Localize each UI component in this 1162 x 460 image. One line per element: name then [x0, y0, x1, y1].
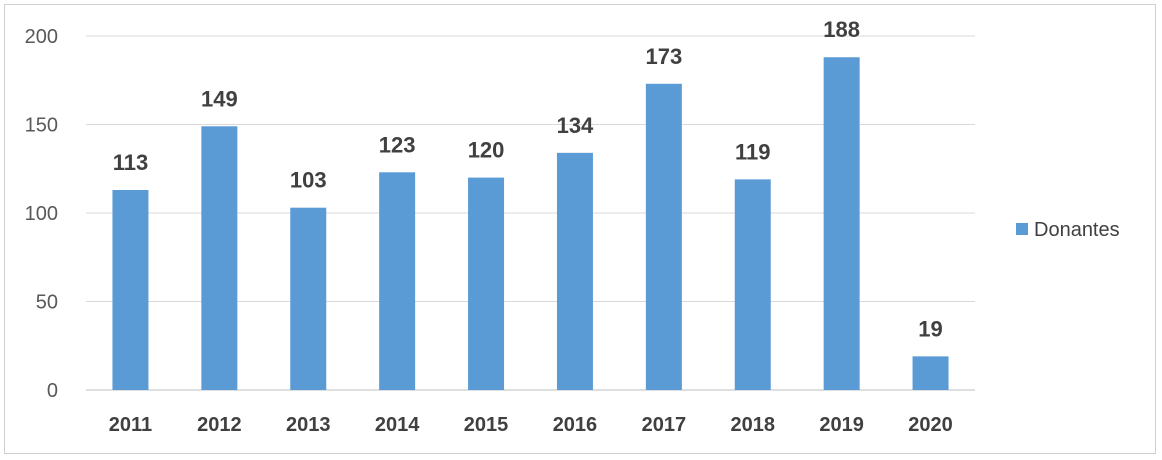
data-label: 119	[735, 139, 771, 164]
x-tick-label: 2020	[908, 414, 953, 436]
data-label: 113	[113, 150, 149, 175]
x-tick-label: 2018	[731, 414, 776, 436]
bar	[379, 172, 416, 390]
x-tick-label: 2013	[286, 414, 331, 436]
data-labels: 113 149 103 123 120 134 173 119 188 19	[113, 17, 943, 341]
bar	[468, 177, 505, 390]
bar	[823, 57, 860, 391]
data-label: 123	[379, 132, 416, 157]
data-label: 120	[468, 138, 505, 163]
bar	[645, 83, 682, 390]
y-tick-label: 200	[25, 26, 58, 48]
y-tick-label: 150	[25, 115, 58, 137]
data-label: 188	[823, 17, 860, 42]
x-tick-label: 2012	[197, 414, 242, 436]
bar	[201, 126, 238, 391]
legend-label: Donantes	[1034, 219, 1120, 241]
bars	[112, 57, 949, 391]
bar	[290, 207, 327, 390]
bar	[912, 356, 949, 390]
x-tick-label: 2017	[642, 414, 687, 436]
y-tick-label: 0	[47, 380, 58, 402]
x-tick-label: 2019	[819, 414, 864, 436]
data-label: 134	[557, 113, 594, 138]
data-label: 19	[918, 316, 942, 341]
x-tick-label: 2016	[553, 414, 598, 436]
x-tick-label: 2011	[109, 414, 152, 436]
y-tick-label: 50	[36, 292, 58, 314]
data-label: 149	[201, 86, 238, 111]
x-axis-ticks: 2011 2012 2013 2014 2015 2016 2017 2018 2019 2020	[109, 414, 953, 436]
x-tick-label: 2014	[375, 414, 420, 436]
y-axis-ticks: 0 50 100 150 200	[25, 26, 58, 402]
data-label: 103	[290, 168, 327, 193]
bar	[556, 152, 593, 390]
y-tick-label: 100	[25, 203, 58, 225]
bar	[112, 189, 149, 390]
legend-swatch	[1016, 223, 1028, 235]
bar	[734, 179, 771, 390]
data-label: 173	[645, 44, 682, 69]
legend: Donantes	[1016, 219, 1120, 241]
x-tick-label: 2015	[464, 414, 509, 436]
